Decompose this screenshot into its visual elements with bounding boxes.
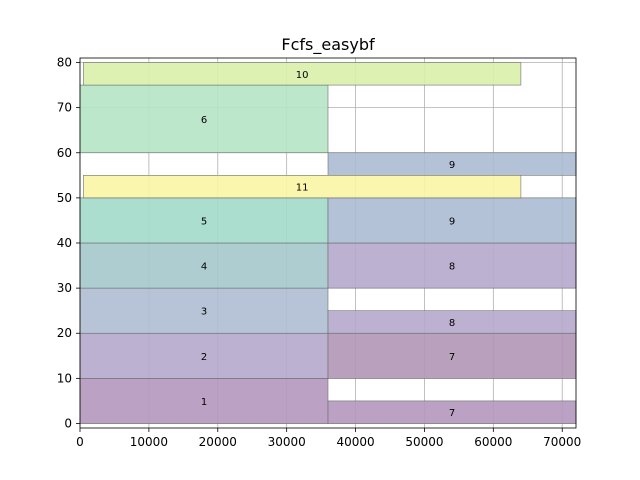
x-tick-label: 40000 <box>336 435 374 449</box>
job-label: 7 <box>449 408 455 419</box>
job-label: 8 <box>449 262 455 273</box>
job-label: 4 <box>201 262 207 273</box>
job-label: 6 <box>201 115 207 126</box>
job-bars <box>79 62 577 424</box>
job-bar <box>83 62 522 86</box>
job-bar <box>327 197 577 244</box>
job-labels: 1 2 3 4 5 6 7 7 8 8 9 9 10 11 <box>201 70 455 419</box>
y-tick-label: 40 <box>57 236 72 250</box>
x-tick-label: 10000 <box>130 435 168 449</box>
job-label: 2 <box>201 352 207 363</box>
y-axis-ticks: 0 10 20 30 40 50 60 70 80 <box>57 56 80 430</box>
x-tick-label: 30000 <box>268 435 306 449</box>
y-tick-label: 80 <box>57 56 72 70</box>
y-tick-label: 10 <box>57 371 72 385</box>
x-axis-ticks: 0 10000 20000 30000 40000 50000 60000 70000 <box>76 428 581 449</box>
job-label: 3 <box>201 307 207 318</box>
y-tick-label: 70 <box>57 101 72 115</box>
job-bar <box>79 378 329 424</box>
job-label: 9 <box>449 160 455 171</box>
y-tick-label: 50 <box>57 191 72 205</box>
job-label: 8 <box>449 318 455 329</box>
y-tick-label: 0 <box>64 416 72 430</box>
x-tick-label: 70000 <box>543 435 581 449</box>
job-bar <box>79 242 329 289</box>
job-label: 10 <box>296 70 309 81</box>
job-bar <box>79 84 329 154</box>
job-bar <box>83 175 522 199</box>
x-tick-label: 20000 <box>199 435 237 449</box>
x-tick-label: 0 <box>76 435 84 449</box>
y-tick-label: 60 <box>57 146 72 160</box>
job-label: 5 <box>201 216 207 227</box>
job-bar <box>327 332 577 379</box>
x-tick-label: 60000 <box>474 435 512 449</box>
y-tick-label: 30 <box>57 281 72 295</box>
y-tick-label: 20 <box>57 326 72 340</box>
job-label: 11 <box>296 183 309 194</box>
chart-title: Fcfs_easybf <box>281 35 375 55</box>
job-label: 1 <box>201 397 207 408</box>
job-label: 7 <box>449 352 455 363</box>
job-bar <box>327 242 577 289</box>
job-label: 9 <box>449 216 455 227</box>
x-tick-label: 50000 <box>405 435 443 449</box>
